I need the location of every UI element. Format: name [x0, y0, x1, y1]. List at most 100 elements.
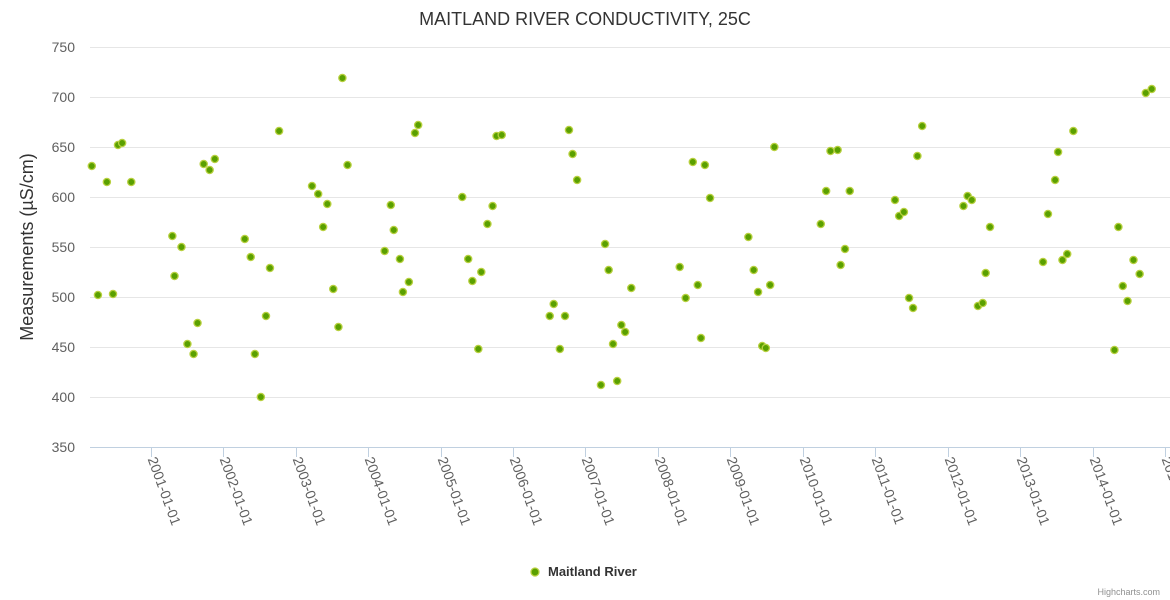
data-point[interactable] [620, 327, 630, 337]
data-point[interactable] [398, 287, 408, 297]
data-point[interactable] [981, 268, 990, 278]
data-point[interactable] [1135, 269, 1144, 279]
data-point[interactable] [338, 73, 347, 83]
data-point[interactable] [1147, 84, 1156, 94]
data-point[interactable] [761, 343, 771, 353]
data-point[interactable] [744, 232, 753, 242]
data-point[interactable] [1053, 147, 1063, 157]
data-point[interactable] [210, 154, 220, 164]
data-point[interactable] [334, 322, 343, 332]
data-point[interactable] [177, 242, 186, 252]
data-point[interactable] [967, 195, 977, 205]
data-point[interactable] [307, 181, 317, 191]
data-point[interactable] [477, 267, 486, 277]
data-point[interactable] [770, 142, 779, 152]
data-point[interactable] [612, 376, 622, 386]
data-point[interactable] [323, 199, 332, 209]
data-point[interactable] [318, 222, 328, 232]
data-point[interactable] [604, 265, 613, 275]
data-point[interactable] [93, 290, 103, 300]
data-point[interactable] [549, 299, 558, 309]
data-point[interactable] [1043, 209, 1053, 219]
data-point[interactable] [457, 192, 467, 202]
data-point[interactable] [199, 159, 208, 169]
data-point[interactable] [189, 349, 198, 359]
data-point[interactable] [840, 244, 850, 254]
data-point[interactable] [890, 195, 900, 205]
data-point[interactable] [908, 303, 918, 313]
data-point[interactable] [899, 207, 909, 217]
data-point[interactable] [700, 160, 710, 170]
legend[interactable]: Maitland River [530, 564, 637, 579]
data-point[interactable] [1050, 175, 1060, 185]
data-point[interactable] [413, 120, 423, 130]
data-point[interactable] [261, 311, 271, 321]
data-point[interactable] [117, 138, 127, 148]
data-point[interactable] [205, 165, 214, 175]
data-point[interactable] [688, 157, 698, 167]
data-point[interactable] [168, 231, 177, 241]
data-point[interactable] [240, 234, 250, 244]
data-point[interactable] [1129, 255, 1138, 265]
data-point[interactable] [568, 149, 577, 159]
data-point[interactable] [183, 339, 192, 349]
credits-link[interactable]: Highcharts.com [1097, 587, 1160, 597]
data-point[interactable] [705, 193, 715, 203]
data-point[interactable] [826, 146, 835, 156]
data-point[interactable] [545, 311, 554, 321]
data-point[interactable] [1114, 222, 1123, 232]
data-point[interactable] [1141, 88, 1151, 98]
data-point[interactable] [265, 263, 275, 273]
data-point[interactable] [474, 344, 483, 354]
data-point[interactable] [127, 177, 136, 187]
data-point[interactable] [821, 186, 831, 196]
data-point[interactable] [917, 121, 927, 131]
data-point[interactable] [816, 219, 826, 229]
data-point[interactable] [560, 311, 570, 321]
data-point[interactable] [410, 128, 420, 138]
data-point[interactable] [274, 126, 284, 136]
data-point[interactable] [1118, 281, 1128, 291]
data-point[interactable] [600, 239, 610, 249]
data-point[interactable] [256, 392, 266, 402]
data-point[interactable] [836, 260, 845, 270]
data-point[interactable] [404, 277, 414, 287]
data-point[interactable] [978, 298, 987, 308]
data-point[interactable] [389, 225, 399, 235]
data-point[interactable] [693, 280, 703, 290]
data-point[interactable] [753, 287, 763, 297]
data-point[interactable] [488, 201, 497, 211]
data-point[interactable] [193, 318, 202, 328]
data-point[interactable] [386, 200, 396, 210]
data-point[interactable] [1058, 255, 1067, 265]
data-point[interactable] [749, 265, 758, 275]
data-point[interactable] [483, 219, 492, 229]
data-point[interactable] [681, 293, 690, 303]
data-point[interactable] [564, 125, 574, 135]
data-point[interactable] [596, 380, 606, 390]
data-point[interactable] [395, 254, 405, 264]
data-point[interactable] [617, 320, 626, 330]
data-point[interactable] [380, 246, 389, 256]
data-point[interactable] [675, 262, 684, 272]
data-point[interactable] [913, 151, 922, 161]
data-point[interactable] [959, 201, 968, 211]
data-point[interactable] [108, 289, 118, 299]
data-point[interactable] [246, 252, 255, 262]
data-point[interactable] [1110, 345, 1119, 355]
data-point[interactable] [463, 254, 473, 264]
data-point[interactable] [250, 349, 260, 359]
data-point[interactable] [468, 276, 477, 286]
data-point[interactable] [87, 161, 97, 171]
data-point[interactable] [313, 189, 323, 199]
data-point[interactable] [904, 293, 914, 303]
data-point[interactable] [1062, 249, 1072, 259]
data-point[interactable] [833, 145, 842, 155]
data-point[interactable] [845, 186, 855, 196]
data-point[interactable] [343, 160, 352, 170]
data-point[interactable] [1038, 257, 1048, 267]
data-point[interactable] [102, 177, 112, 187]
data-point[interactable] [497, 130, 506, 140]
data-point[interactable] [765, 280, 775, 290]
data-point[interactable] [696, 333, 706, 343]
